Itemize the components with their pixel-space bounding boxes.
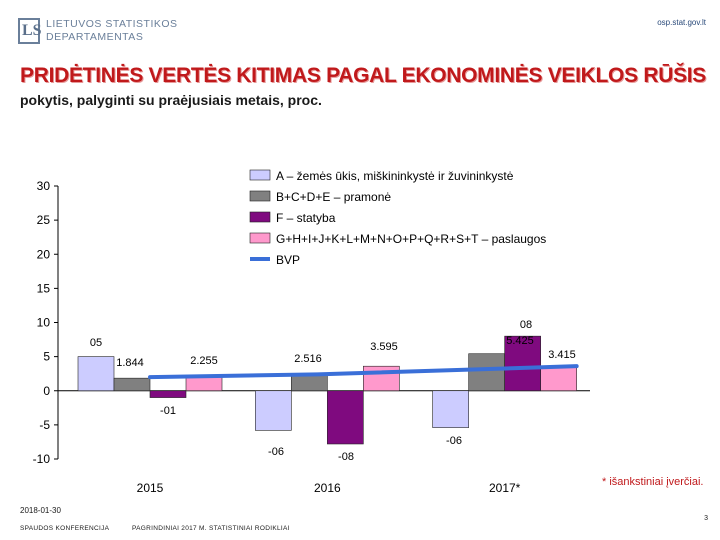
legend-label: BVP [276,253,300,267]
data-label: 08 [520,319,532,331]
legend-swatch [249,232,271,244]
y-tick-label: 5 [43,350,50,364]
label-layer: 05 1.844 2.516 5.425 -01 -08 08 2.255 3.595 3.415… [90,319,576,463]
legend-label: A – žemės ūkis, miškininkystė ir žuvinin… [276,169,514,183]
y-tick-label: -10 [33,452,51,466]
logo-text: LIETUVOS STATISTIKOS DEPARTAMENTAS [46,18,178,44]
line-layer [148,364,579,380]
data-label: -06 [446,435,462,447]
bar [255,390,292,431]
page-number: 3 [704,515,708,522]
data-label: -06 [268,446,284,458]
bar [327,390,364,445]
y-tick-label: 15 [37,281,51,295]
legend-label: G+H+I+J+K+L+M+N+O+P+Q+R+S+T – paslaugos [276,232,546,246]
logo-mark: LS [18,18,42,44]
bar [363,365,400,392]
data-label: 2.255 [190,355,218,367]
footer-conference: SPAUDOS KONFERENCIJA [20,525,110,532]
legend-swatch [249,169,271,181]
y-tick-label: 20 [37,247,51,261]
y-tick-label: 10 [37,316,51,330]
logo: LS LIETUVOS STATISTIKOS DEPARTAMENTAS [18,18,198,48]
data-label: -08 [338,451,354,463]
y-tick-label: -5 [39,418,50,432]
data-label: 3.595 [370,341,398,353]
data-label: 2.516 [294,353,322,365]
footer-subtitle: PAGRINDINIAI 2017 M. STATISTINIAI RODIKL… [132,525,290,532]
bar [432,390,469,428]
x-category-label: 2015 [137,481,164,495]
data-label: 3.415 [548,349,576,361]
bar [540,367,577,392]
bar [113,377,151,392]
bar [149,390,187,398]
data-label: 5.425 [506,335,534,347]
x-category-label: 2017* [489,481,521,495]
bar [504,335,541,392]
data-label: 05 [90,337,102,349]
legend-layer: A – žemės ūkis, miškininkystė ir žuvinin… [249,169,546,267]
data-label: -01 [160,405,176,417]
legend-label: F – statyba [276,211,336,225]
legend-label: B+C+D+E – pramonė [276,190,391,204]
bar-layer [77,335,577,445]
y-tick-label: 30 [37,179,51,193]
bar [77,356,115,392]
bar [468,353,505,392]
legend-swatch [249,190,271,202]
page-subtitle: pokytis, palyginti su praėjusiais metais… [20,92,322,108]
data-label: 1.844 [116,357,144,369]
y-tick-label: 25 [37,213,51,227]
legend-swatch [249,211,271,223]
preliminary-note: * išankstiniai įverčiai. [602,476,704,488]
site-url: osp.stat.gov.lt [657,18,706,27]
gdp-line [148,364,579,380]
logo-mark-text: LS [22,22,42,39]
y-tick-label: 0 [43,384,50,398]
page-title: PRIDĖTINĖS VERTĖS KITIMAS PAGAL EKONOMIN… [20,64,707,87]
x-category-label: 2016 [314,481,341,495]
logo-line-1: LIETUVOS STATISTIKOS [46,18,178,30]
footer-date: 2018-01-30 [20,506,61,515]
logo-line-2: DEPARTAMENTAS [46,31,144,43]
